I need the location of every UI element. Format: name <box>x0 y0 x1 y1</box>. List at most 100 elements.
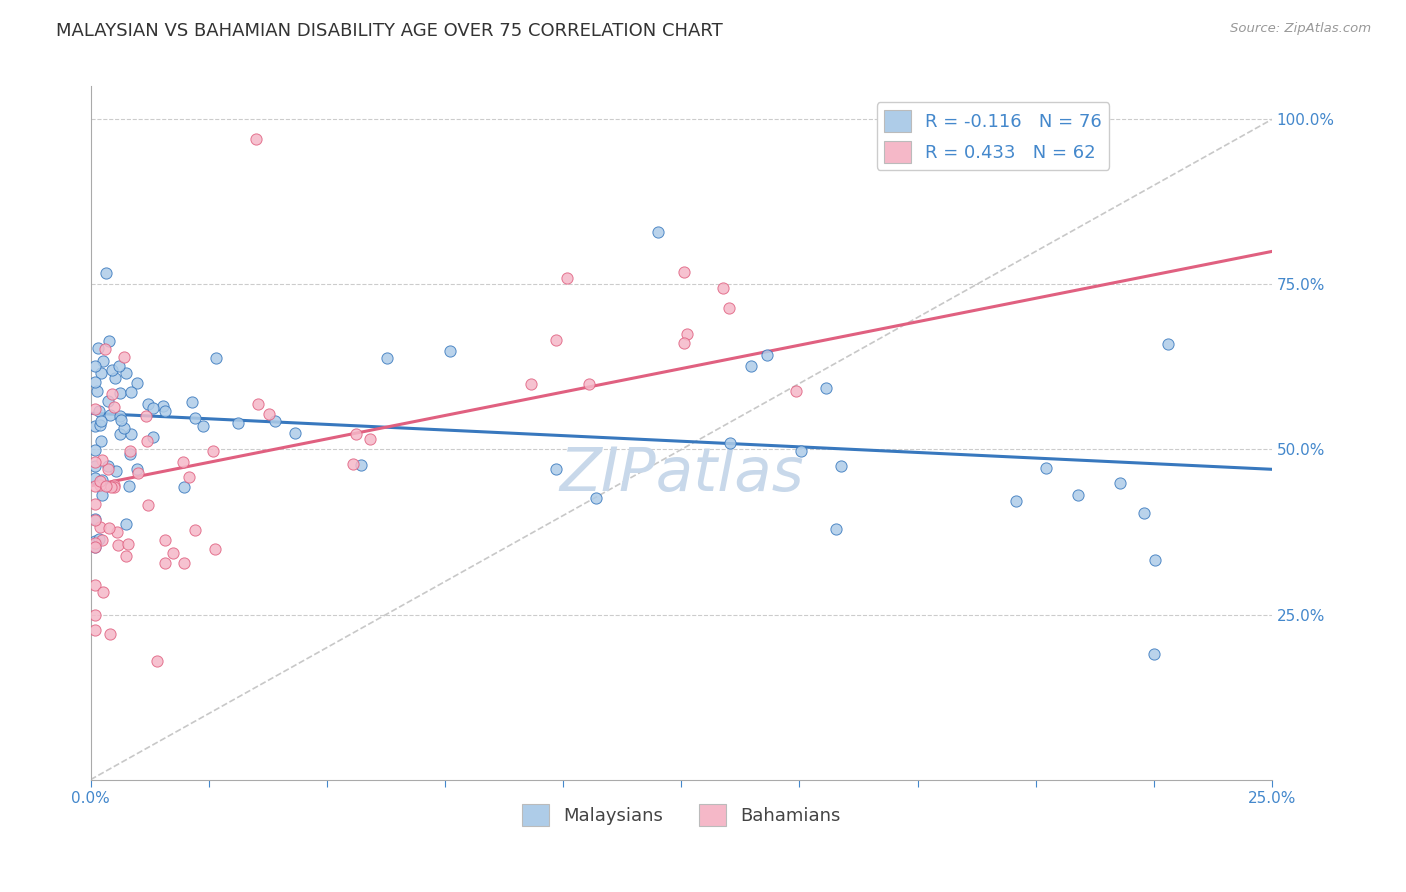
Point <box>84 376 107 390</box>
Point <box>153 404 176 418</box>
Point <box>245 132 267 146</box>
Point <box>135 409 157 424</box>
Point <box>138 498 160 512</box>
Point <box>375 351 398 366</box>
Point <box>84 540 107 554</box>
Point <box>90 414 112 428</box>
Point <box>100 386 122 401</box>
Point <box>676 326 699 341</box>
Point <box>117 479 139 493</box>
Point <box>97 334 120 348</box>
Point <box>84 455 107 469</box>
Point <box>115 517 138 532</box>
Point <box>718 301 741 315</box>
Point <box>84 534 107 549</box>
Point <box>84 459 107 474</box>
Point <box>103 400 125 414</box>
Point <box>84 607 107 622</box>
Point <box>87 341 110 355</box>
Point <box>84 401 107 416</box>
Point <box>89 474 111 488</box>
Point <box>112 420 135 434</box>
Point <box>89 520 111 534</box>
Point <box>815 380 838 394</box>
Point <box>647 225 669 239</box>
Point <box>585 491 607 506</box>
Point <box>672 336 695 351</box>
Point <box>104 370 127 384</box>
Legend: Malaysians, Bahamians: Malaysians, Bahamians <box>515 797 848 833</box>
Point <box>112 350 135 364</box>
Point <box>96 266 118 280</box>
Point <box>84 623 107 637</box>
Point <box>439 344 461 359</box>
Point <box>184 524 207 538</box>
Point <box>1143 647 1166 661</box>
Point <box>191 419 214 434</box>
Point <box>94 342 117 356</box>
Point <box>555 270 578 285</box>
Point <box>830 458 852 473</box>
Point <box>711 281 734 295</box>
Point <box>110 426 132 441</box>
Point <box>84 479 107 493</box>
Point <box>578 377 600 392</box>
Point <box>183 411 205 425</box>
Text: ZIPatlas: ZIPatlas <box>560 445 804 504</box>
Point <box>546 462 568 476</box>
Point <box>790 444 813 458</box>
Point <box>100 363 122 377</box>
Point <box>91 473 114 487</box>
Point <box>84 513 107 527</box>
Point <box>1035 461 1057 475</box>
Point <box>120 427 142 442</box>
Point <box>125 376 148 390</box>
Point <box>97 462 120 476</box>
Point <box>93 584 115 599</box>
Point <box>97 394 120 409</box>
Point <box>105 464 128 478</box>
Point <box>1133 506 1156 520</box>
Point <box>127 466 149 480</box>
Point <box>145 654 167 668</box>
Point <box>87 532 110 546</box>
Text: Source: ZipAtlas.com: Source: ZipAtlas.com <box>1230 22 1371 36</box>
Point <box>673 264 696 278</box>
Point <box>118 447 141 461</box>
Point <box>785 384 807 398</box>
Point <box>108 359 131 373</box>
Point <box>202 444 225 458</box>
Point <box>86 384 108 399</box>
Point <box>115 549 138 563</box>
Point <box>98 408 121 422</box>
Point <box>342 458 364 472</box>
Point <box>84 443 107 458</box>
Point <box>84 536 107 550</box>
Point <box>125 462 148 476</box>
Point <box>1144 553 1167 567</box>
Point <box>173 480 195 494</box>
Point <box>103 478 125 492</box>
Point <box>153 533 176 547</box>
Point <box>246 396 269 410</box>
Point <box>284 425 307 440</box>
Point <box>118 444 141 458</box>
Point <box>97 459 120 474</box>
Point <box>142 430 165 444</box>
Point <box>89 478 111 492</box>
Point <box>89 417 111 432</box>
Point <box>117 537 139 551</box>
Point <box>90 533 112 548</box>
Point <box>344 426 367 441</box>
Point <box>205 351 228 366</box>
Point <box>740 359 762 374</box>
Point <box>91 488 114 502</box>
Point <box>257 407 280 421</box>
Point <box>173 556 195 570</box>
Point <box>84 471 107 485</box>
Point <box>1066 488 1088 502</box>
Point <box>350 458 373 473</box>
Point <box>110 409 132 423</box>
Point <box>84 418 107 433</box>
Point <box>152 400 174 414</box>
